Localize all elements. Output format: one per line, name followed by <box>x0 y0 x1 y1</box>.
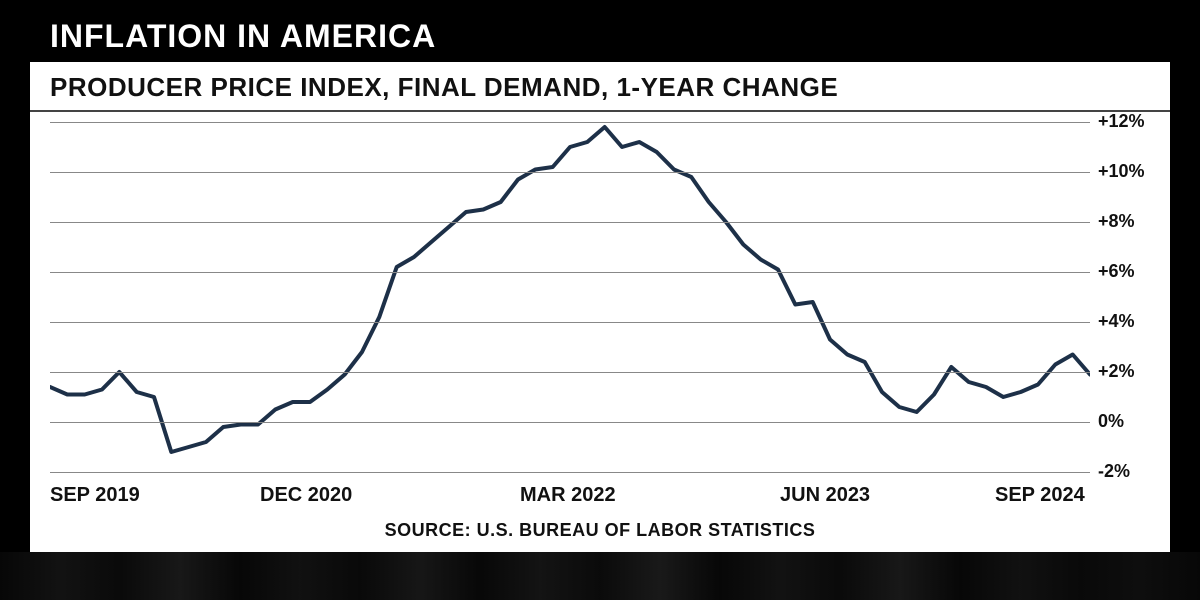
x-axis-label: MAR 2022 <box>520 484 616 507</box>
source-label: SOURCE: U.S. BUREAU OF LABOR STATISTICS <box>30 520 1170 541</box>
gridline <box>50 272 1090 273</box>
gridline <box>50 322 1090 323</box>
gridline <box>50 222 1090 223</box>
x-axis-label: SEP 2024 <box>995 484 1085 507</box>
y-axis-label: +4% <box>1098 311 1135 332</box>
gridline <box>50 122 1090 123</box>
gridline <box>50 422 1090 423</box>
data-line <box>50 127 1090 452</box>
x-axis-label: JUN 2023 <box>780 484 870 507</box>
y-axis-label: -2% <box>1098 461 1130 482</box>
y-axis-label: +8% <box>1098 211 1135 232</box>
chart-card: PRODUCER PRICE INDEX, FINAL DEMAND, 1-YE… <box>30 62 1170 552</box>
chart-subtitle: PRODUCER PRICE INDEX, FINAL DEMAND, 1-YE… <box>50 72 838 103</box>
subtitle-underline <box>30 110 1170 112</box>
y-axis-label: +6% <box>1098 261 1135 282</box>
y-axis-label: +12% <box>1098 111 1145 132</box>
bottom-blur-decoration <box>0 552 1200 600</box>
gridline <box>50 472 1090 473</box>
x-axis-label: DEC 2020 <box>260 484 352 507</box>
header-title: INFLATION IN AMERICA <box>50 18 436 55</box>
gridline <box>50 372 1090 373</box>
y-axis-label: +2% <box>1098 361 1135 382</box>
chart-container: INFLATION IN AMERICA PRODUCER PRICE INDE… <box>0 0 1200 600</box>
gridline <box>50 172 1090 173</box>
header-bar: INFLATION IN AMERICA <box>0 10 1200 62</box>
line-chart-svg <box>50 122 1090 472</box>
plot-area: -2%0%+2%+4%+6%+8%+10%+12% <box>50 122 1090 472</box>
x-axis-label: SEP 2019 <box>50 484 140 507</box>
y-axis-label: +10% <box>1098 161 1145 182</box>
y-axis-label: 0% <box>1098 411 1124 432</box>
